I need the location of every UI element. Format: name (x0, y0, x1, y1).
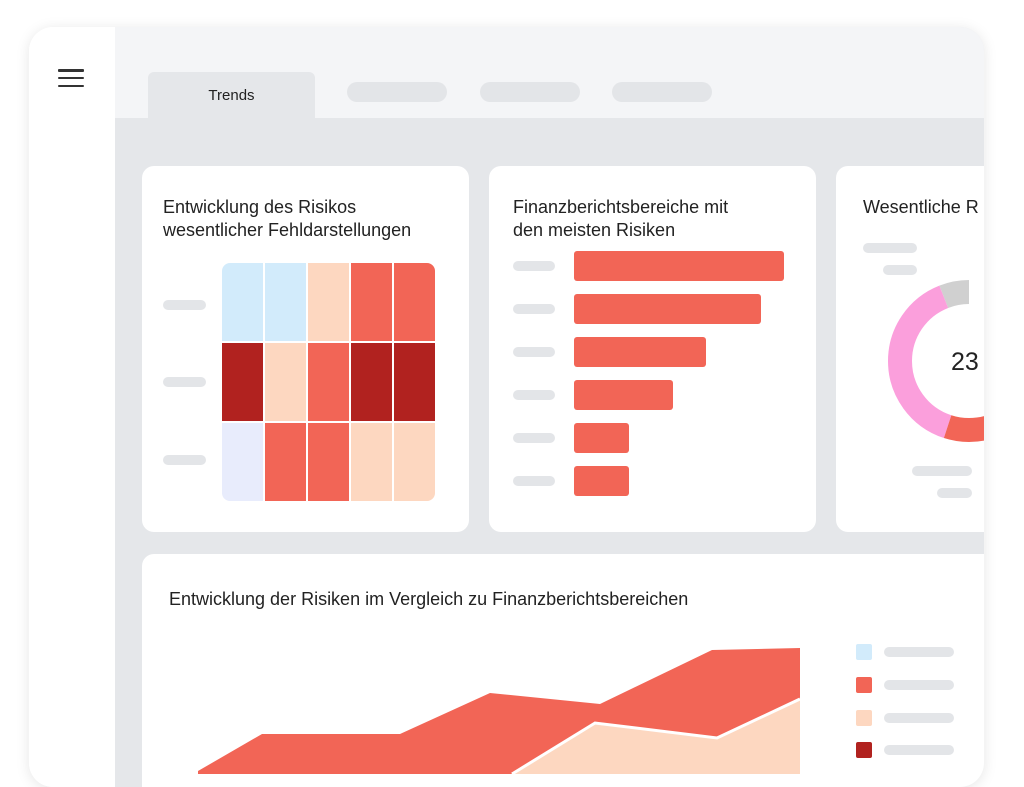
legend-placeholder (863, 243, 917, 253)
bar (574, 466, 629, 496)
tab-placeholder-1[interactable] (347, 82, 447, 102)
app-window: Trends Entwicklung des Risikos wesentlic… (29, 27, 984, 787)
tab-placeholder-3[interactable] (612, 82, 712, 102)
heatmap-cell (394, 263, 435, 341)
donut-chart: 23 (888, 280, 984, 442)
donut-segment-red (888, 280, 984, 442)
tab-placeholder-2[interactable] (480, 82, 580, 102)
bar (574, 294, 761, 324)
bar-label-placeholder (513, 476, 555, 486)
heatmap-cell (222, 343, 263, 421)
heatmap-grid (222, 263, 435, 501)
bar-chart-title: Finanzberichtsbereiche mit den meisten R… (513, 196, 728, 242)
heatmap-cell (222, 263, 263, 341)
legend-label-placeholder (884, 647, 954, 657)
heatmap-card: Entwicklung des Risikos wesentlicher Feh… (142, 166, 469, 532)
heatmap-cell (265, 263, 306, 341)
sidebar (29, 27, 115, 787)
bar (574, 251, 784, 281)
bar-label-placeholder (513, 261, 555, 271)
donut-value: 23 (951, 348, 979, 376)
heatmap-cell (265, 343, 306, 421)
tab-trends-label: Trends (208, 87, 255, 104)
bar-chart-card: Finanzberichtsbereiche mit den meisten R… (489, 166, 816, 532)
heatmap-cell (351, 423, 392, 501)
area-chart (198, 648, 801, 776)
legend-swatch (856, 644, 872, 660)
donut-segment-grey (888, 280, 984, 442)
legend-placeholder (937, 488, 972, 498)
bar-chart-title-line2: den meisten Risiken (513, 220, 676, 240)
heatmap-cell (308, 423, 349, 501)
heatmap-title: Entwicklung des Risikos wesentlicher Feh… (163, 196, 411, 242)
heatmap-cell (265, 423, 306, 501)
bar-label-placeholder (513, 390, 555, 400)
menu-icon[interactable] (58, 69, 84, 87)
legend-label-placeholder (884, 680, 954, 690)
legend-placeholder (912, 466, 972, 476)
legend-label-placeholder (884, 745, 954, 755)
area-chart-card: Entwicklung der Risiken im Vergleich zu … (142, 554, 984, 787)
heatmap-cell (394, 343, 435, 421)
heatmap-cell (351, 263, 392, 341)
heatmap-cell (394, 423, 435, 501)
legend-swatch (856, 677, 872, 693)
tab-bar: Trends (115, 27, 984, 119)
donut-segment-pink (888, 280, 984, 442)
legend-placeholder (883, 265, 917, 275)
legend-label-placeholder (884, 713, 954, 723)
row-label-placeholder (163, 455, 206, 465)
bar (574, 380, 673, 410)
bar-label-placeholder (513, 347, 555, 357)
heatmap-title-line2: wesentlicher Fehldarstellungen (163, 220, 412, 240)
area-series-peach (512, 699, 800, 774)
heatmap-cell (351, 343, 392, 421)
row-label-placeholder (163, 377, 206, 387)
heatmap-cell (308, 263, 349, 341)
area-chart-title: Entwicklung der Risiken im Vergleich zu … (169, 589, 689, 609)
bar-chart-title-line1: Finanzberichtsbereiche mit (513, 197, 729, 217)
area-divider-line (511, 697, 801, 776)
donut-title: Wesentliche R (863, 197, 979, 217)
bar (574, 337, 706, 367)
donut-card: Wesentliche R 23 (836, 166, 984, 532)
bar (574, 423, 629, 453)
main-area: Trends Entwicklung des Risikos wesentlic… (115, 27, 984, 787)
bar-label-placeholder (513, 433, 555, 443)
tab-trends[interactable]: Trends (148, 72, 315, 119)
row-label-placeholder (163, 300, 206, 310)
bar-label-placeholder (513, 304, 555, 314)
heatmap-cell (222, 423, 263, 501)
heatmap-cell (308, 343, 349, 421)
legend-swatch (856, 742, 872, 758)
heatmap-title-line1: Entwicklung des Risikos (163, 197, 357, 217)
legend-swatch (856, 710, 872, 726)
